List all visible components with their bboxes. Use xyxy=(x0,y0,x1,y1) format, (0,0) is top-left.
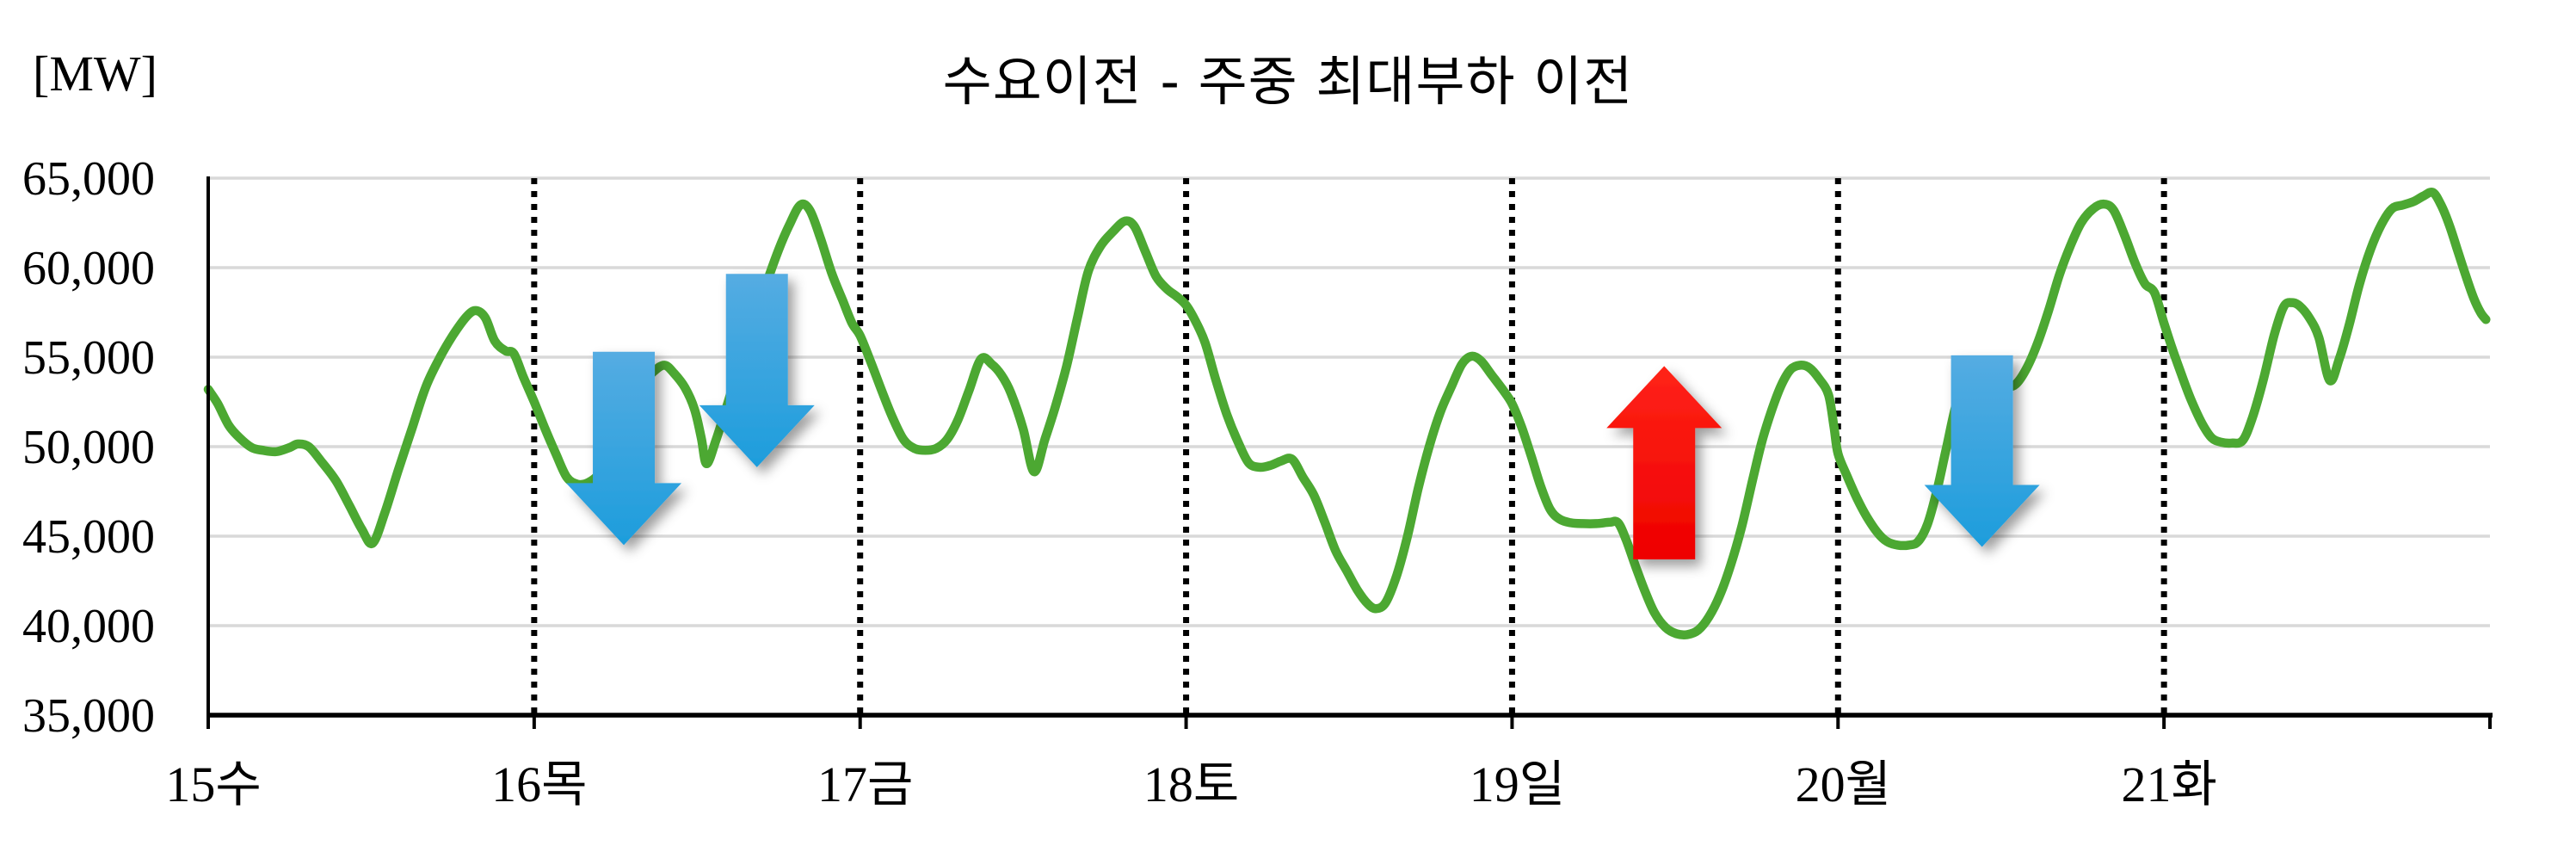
x-tick-label: 21화 xyxy=(2121,756,2216,812)
chart-title: 수요이전 - 주중 최대부하 이전 xyxy=(942,50,1634,113)
y-tick-label: 40,000 xyxy=(22,600,155,653)
y-axis-unit-label: [MW] xyxy=(33,46,157,102)
x-tick-label: 16목 xyxy=(491,756,587,812)
y-tick-label: 65,000 xyxy=(22,152,155,206)
y-tick-label: 45,000 xyxy=(22,510,155,564)
y-tick-label: 55,000 xyxy=(22,331,155,385)
x-tick-label: 20월 xyxy=(1796,756,1891,812)
x-tick-label: 17금 xyxy=(817,756,913,812)
x-tick-label: 19일 xyxy=(1470,756,1565,812)
demand-shift-arrow-down-icon xyxy=(699,274,815,467)
y-tick-label: 60,000 xyxy=(22,242,155,295)
load-curve xyxy=(203,187,2491,639)
x-tick-label: 15수 xyxy=(165,756,261,812)
x-tick-label: 18토 xyxy=(1143,756,1239,812)
y-tick-label: 50,000 xyxy=(22,421,155,474)
demand-shift-arrow-down-icon xyxy=(1924,355,2040,547)
demand-shift-arrow-down-icon xyxy=(566,351,682,546)
demand-shift-arrow-up-icon xyxy=(1606,366,1722,559)
y-tick-label: 35,000 xyxy=(22,689,155,743)
